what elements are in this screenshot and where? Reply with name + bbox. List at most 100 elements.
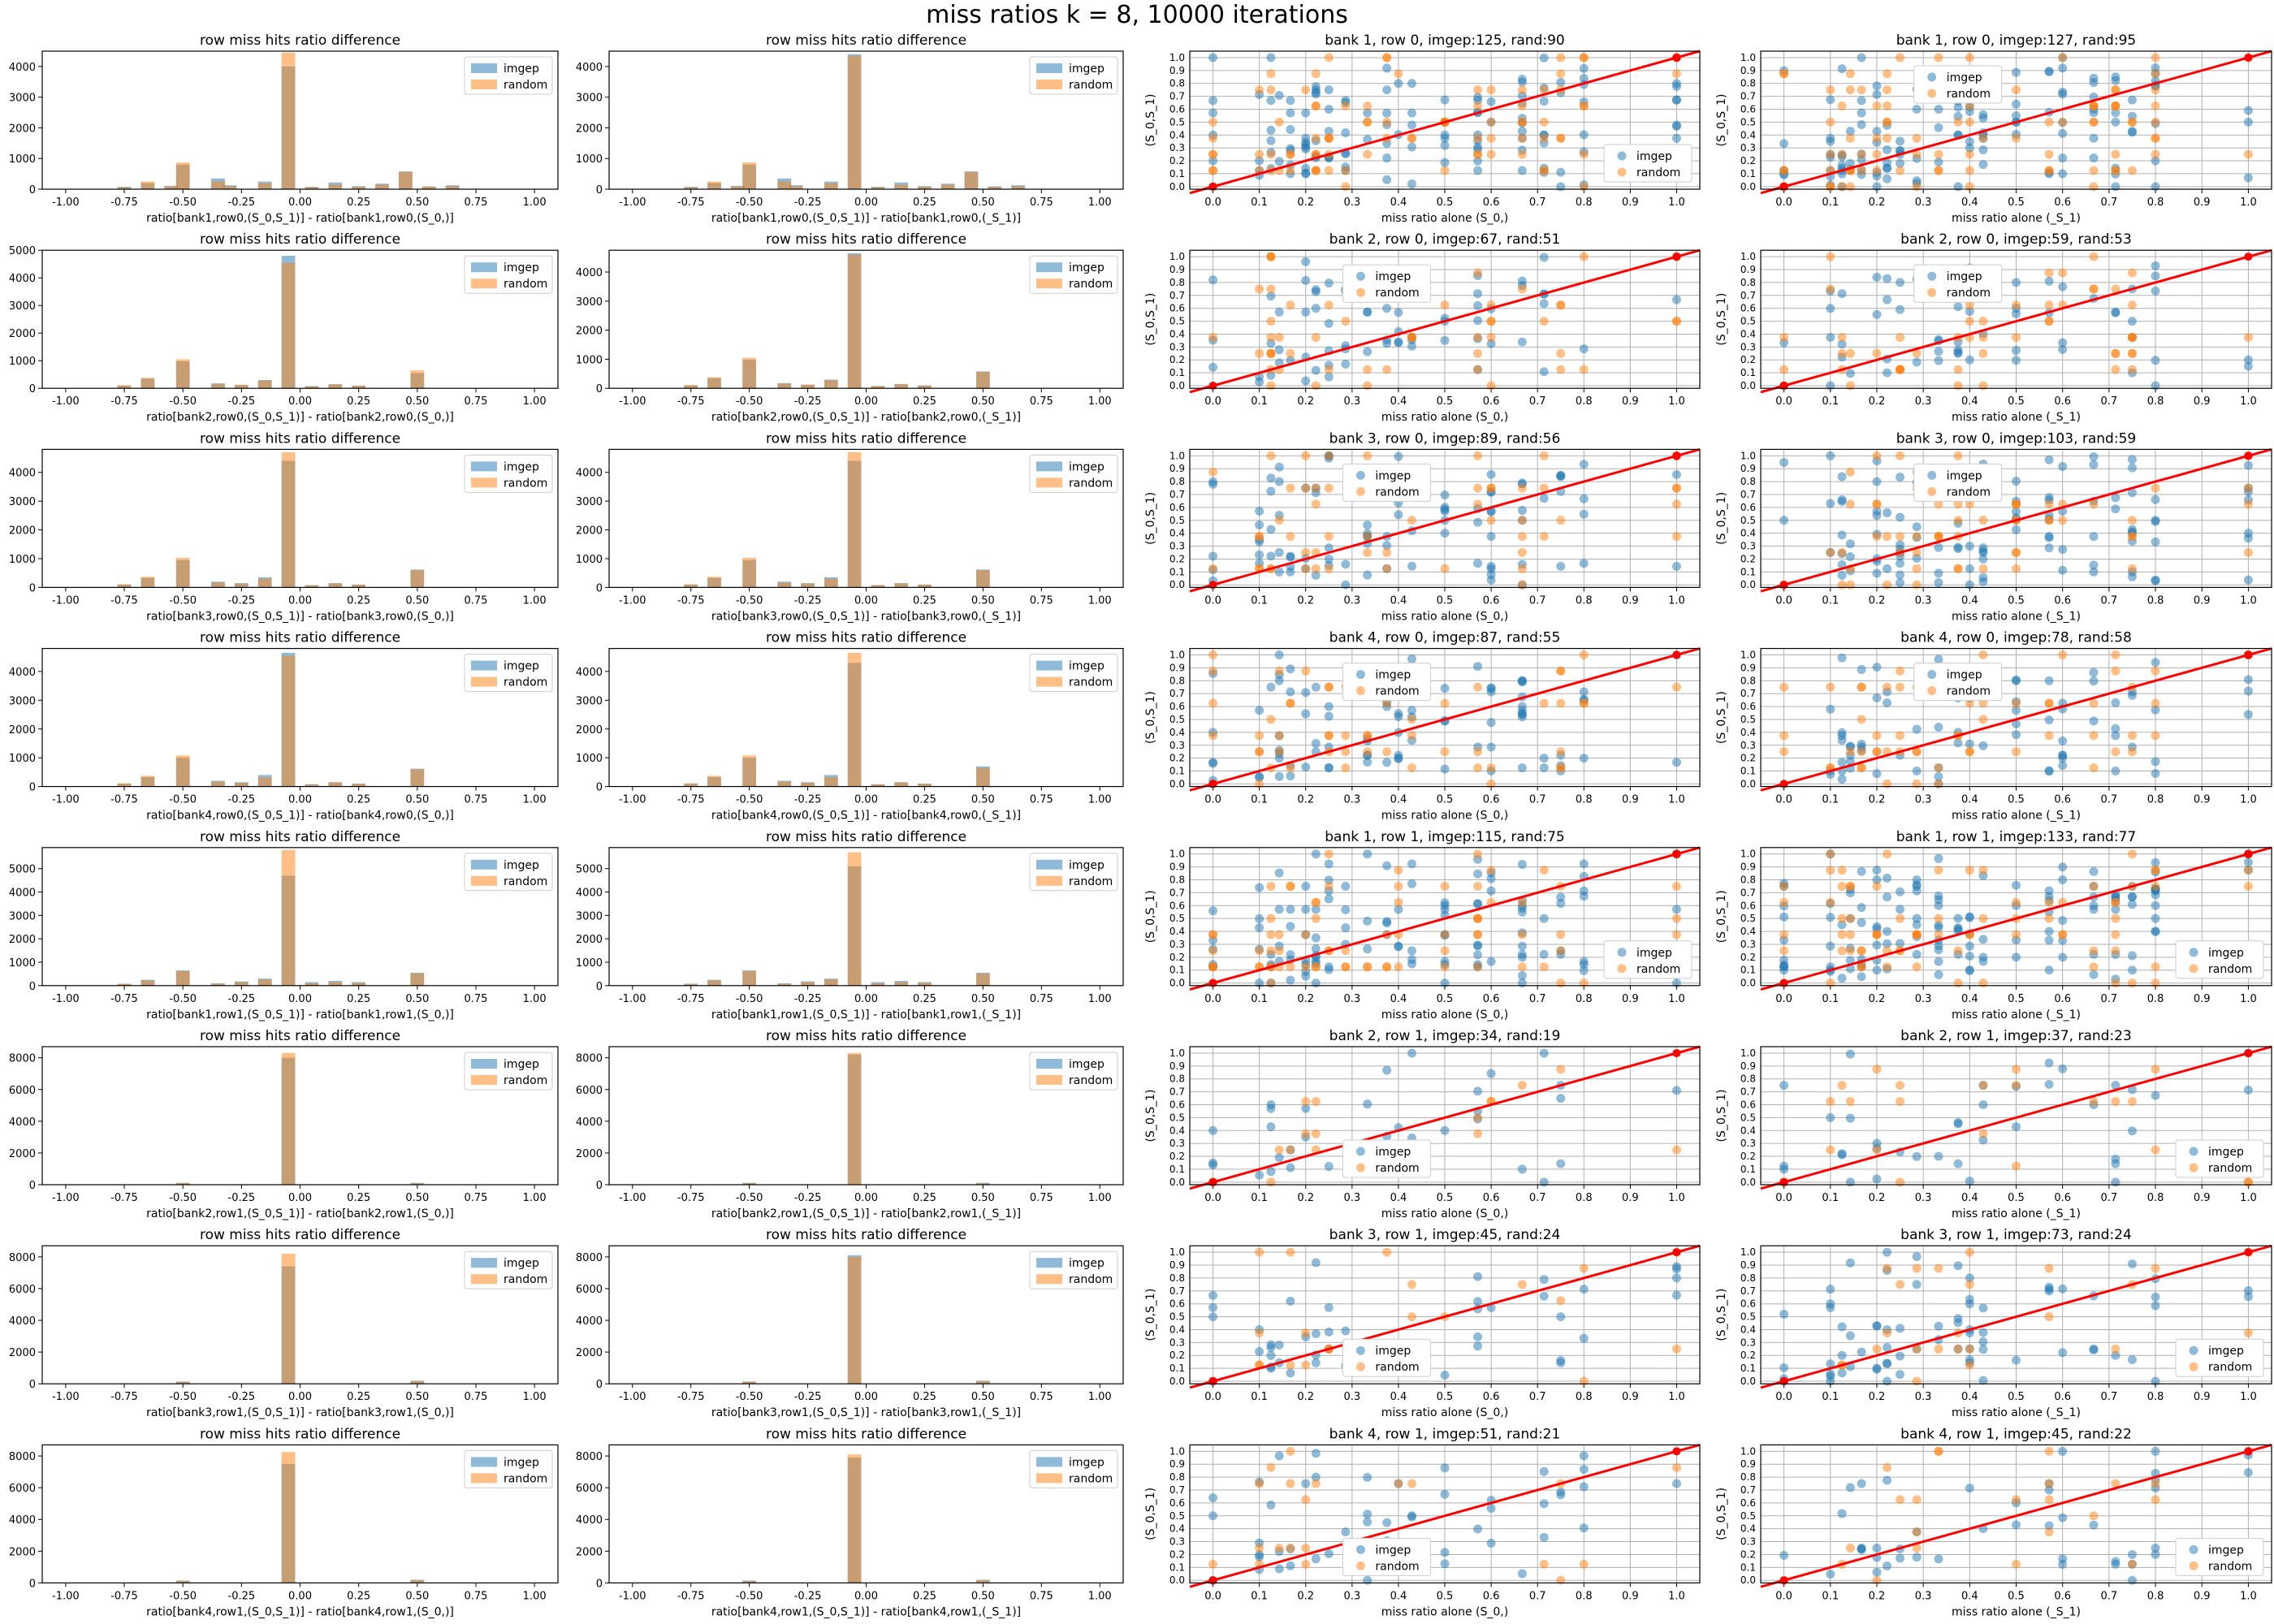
histogram-bar-random: [847, 652, 862, 787]
scatter-point-random: [1324, 532, 1334, 542]
scatter-point-imgep: [1363, 757, 1373, 767]
y-tick-label: 0.1: [1740, 1164, 1756, 1175]
scatter-point-imgep: [1407, 79, 1416, 89]
scatter-point-imgep: [1837, 160, 1847, 170]
histogram-bar-random: [175, 162, 190, 189]
x-tick-label: 0.7: [1529, 794, 1546, 806]
scatter-point-imgep: [1341, 1527, 1351, 1537]
y-tick-label: 1000: [576, 153, 603, 166]
axes-frame: [608, 448, 1124, 589]
scatter-point-random: [1274, 946, 1284, 956]
histogram-bar-random: [234, 583, 249, 588]
y-tick-label: 1.0: [1169, 1445, 1185, 1457]
histogram-bar-random: [847, 254, 862, 389]
scatter-point-random: [2243, 483, 2253, 493]
scatter-point-random: [1486, 332, 1496, 342]
diagonal-marker: [1208, 1377, 1217, 1386]
histogram-bar-random: [918, 585, 932, 588]
scatter-point-random: [2012, 747, 2021, 757]
scatter-point-imgep: [1579, 130, 1589, 140]
scatter-point-random: [1286, 483, 1295, 493]
scatter-point-imgep: [1965, 913, 1974, 922]
scatter-point-imgep: [1473, 93, 1483, 102]
y-tick-label: 0.1: [1740, 367, 1756, 378]
scatter-point-random: [1896, 1495, 1905, 1505]
scatter-point-imgep: [2151, 356, 2160, 365]
histogram-bar-random: [410, 1580, 425, 1583]
y-tick-label: 0: [29, 383, 36, 395]
y-tick-label: 2000: [576, 123, 603, 135]
y-tick-label: 0.2: [1169, 155, 1185, 166]
scatter-point-imgep: [1324, 1162, 1334, 1172]
legend-marker-random: [1355, 1561, 1365, 1570]
x-tick-label: 0.4: [1961, 197, 1978, 209]
scatter-point-imgep: [1517, 74, 1527, 84]
scatter-point-random: [1896, 1280, 1905, 1289]
x-tick-label: -0.75: [110, 1391, 138, 1403]
scatter-point-random: [1965, 1280, 1974, 1289]
scatter-point-imgep: [1579, 754, 1589, 763]
axes-frame: [1760, 1046, 2272, 1186]
scatter-point-random: [1978, 650, 1988, 660]
x-tick-label: -0.25: [794, 1590, 822, 1602]
scatter-point-imgep: [1440, 1125, 1450, 1135]
subplot-title: row miss hits ratio difference: [200, 32, 400, 49]
y-tick-label: 0.4: [1169, 328, 1185, 339]
scatter-point-random: [1440, 930, 1450, 939]
histogram-bar-random: [847, 1052, 862, 1185]
scatter-point-random: [1556, 946, 1566, 956]
y-tick-label: 0.2: [1740, 354, 1756, 365]
x-tick-label: 0.1: [1251, 395, 1268, 408]
scatter-point-random: [1473, 1129, 1483, 1138]
diagonal-reference-line: [1760, 1443, 2272, 1588]
axes-frame: [1189, 50, 1701, 190]
legend-label-random: random: [1947, 685, 1991, 698]
x-tick-label: 1.0: [2240, 1590, 2257, 1602]
scatter-point-random: [1779, 332, 1789, 342]
y-tick-label: 4000: [576, 1116, 603, 1129]
scatter-point-random: [1324, 166, 1334, 175]
scatter-point-random: [2044, 149, 2054, 159]
histogram-bar-random: [257, 578, 272, 588]
x-tick-label: -0.25: [228, 594, 256, 607]
diagonal-marker: [1779, 978, 1788, 987]
scatter-point-random: [2111, 666, 2121, 676]
y-tick-label: 0: [596, 981, 603, 993]
histogram-bar-random: [141, 577, 155, 588]
scatter-point-imgep: [1301, 905, 1311, 914]
diagonal-marker: [2244, 253, 2253, 261]
scatter-point-random: [1912, 1376, 1922, 1386]
histogram-bar-random: [684, 783, 698, 787]
scatter-point-imgep: [2012, 507, 2021, 516]
scatter-point-imgep: [2058, 169, 2068, 179]
y-tick-label: 0.7: [1740, 91, 1756, 102]
y-tick-label: 0.7: [1740, 1484, 1756, 1496]
scatter-point-imgep: [1311, 1329, 1321, 1339]
subplot-title: bank 4, row 0, imgep:87, rand:55: [1329, 630, 1561, 646]
scatter-point-random: [2111, 1097, 2121, 1107]
x-tick-label: 0.1: [1822, 197, 1839, 209]
scatter-point-imgep: [1671, 1262, 1681, 1272]
scatter-point-imgep: [1934, 1321, 1943, 1331]
scatter-point-imgep: [1872, 875, 1882, 885]
scatter-point-random: [1934, 763, 1943, 773]
scatter-point-imgep: [1394, 712, 1403, 722]
scatter-point-imgep: [1311, 905, 1321, 914]
x-tick-label: 0.2: [1869, 993, 1886, 1005]
scatter-point-random: [1517, 1081, 1527, 1091]
x-tick-label: -0.50: [169, 1391, 197, 1403]
x-tick-label: -0.75: [110, 1192, 138, 1204]
x-tick-label: 0.25: [347, 794, 370, 806]
scatter-point-imgep: [1857, 903, 1866, 913]
scatter-point-random: [2012, 1559, 2021, 1569]
scatter-point-random: [1872, 1145, 1882, 1155]
scatter-point-random: [1896, 1177, 1905, 1187]
y-tick-label: 0: [29, 582, 36, 594]
x-tick-label: 0.50: [971, 794, 995, 806]
histogram-panel-28: row miss hits ratio differenceratio[bank…: [9, 1426, 559, 1618]
